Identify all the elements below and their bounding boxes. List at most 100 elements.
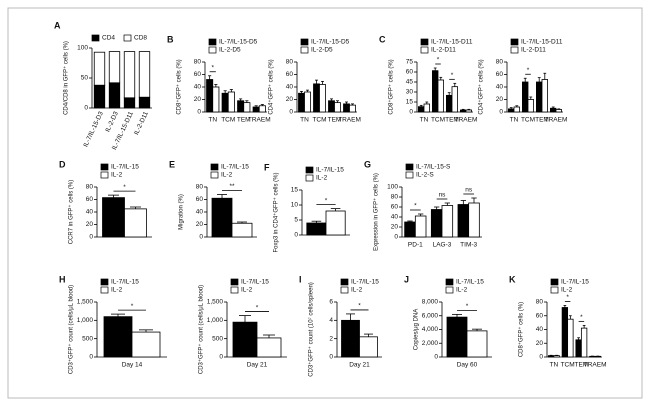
bar	[513, 106, 520, 113]
y-tick-label: 0	[329, 354, 333, 361]
x-tick-label: TRAEM	[338, 117, 361, 124]
y-tick-label: 6,000	[422, 312, 439, 319]
y-tick-label: 15	[406, 99, 414, 106]
y-tick-label: 20	[196, 221, 204, 228]
y-axis-title: Expression in GFP⁺ cells (%)	[373, 173, 380, 251]
significance-label: *	[566, 294, 569, 301]
legend-swatch	[420, 46, 429, 54]
bar	[446, 316, 468, 358]
legend-swatch	[550, 278, 559, 286]
y-tick-label: 30	[406, 89, 414, 96]
legend-label: IL-2	[241, 287, 253, 294]
y-tick-label: 60	[196, 196, 204, 203]
y-tick-label: 0	[539, 354, 543, 361]
x-tick-label: Day 14	[122, 362, 143, 369]
y-tick-label: 60	[194, 71, 202, 78]
y-tick-label: 8,000	[422, 299, 439, 306]
legend-swatch	[208, 38, 217, 46]
bar	[102, 197, 125, 238]
legend-label: IL-2	[456, 287, 468, 294]
y-axis-title: CD8⁺GFP⁺ cells (%)	[176, 59, 183, 114]
significance-label: *	[256, 304, 259, 311]
y-axis-title: CD3⁺GFP⁺ count (10⁷ cells/spleen)	[308, 282, 315, 377]
legend-label: IL-7/IL-15	[316, 167, 344, 174]
bar-segment	[93, 84, 106, 109]
y-tick-label: 4,000	[422, 326, 439, 333]
y-axis-title: CCR7 in GFP⁺ cells (%)	[68, 180, 75, 245]
significance-label: ns	[439, 192, 447, 199]
bar	[221, 92, 229, 113]
y-tick-label: 75	[406, 59, 414, 66]
y-tick-label: 60	[496, 71, 504, 78]
x-tick-label: TN	[420, 117, 429, 124]
legend-swatch	[420, 38, 429, 46]
x-tick-label: TIM-3	[460, 242, 477, 249]
legend-label: IL-7/IL-15-D11	[521, 39, 563, 46]
bar	[341, 319, 360, 358]
y-tick-label: 0	[199, 234, 203, 241]
legend-label: IL-2-D11	[521, 47, 546, 54]
bar	[451, 86, 458, 113]
bar	[243, 102, 251, 113]
legend-swatch	[510, 46, 519, 54]
legend-label: IL-2	[221, 172, 233, 179]
y-tick-label: 100	[387, 184, 398, 191]
y-tick-label: 60	[391, 204, 399, 211]
bar	[575, 339, 582, 358]
legend-label: IL-2-D5	[219, 47, 241, 54]
y-tick-label: 80	[496, 59, 504, 66]
y-tick-label: 80	[536, 299, 544, 306]
legend-swatch	[550, 286, 559, 294]
bar	[212, 86, 220, 113]
legend-swatch	[405, 163, 414, 171]
panel-label: D	[59, 159, 66, 169]
legend-swatch	[123, 34, 132, 42]
legend-label: IL-2	[316, 175, 328, 182]
y-axis-title: CD3⁺GFP⁺ count (cells/μL blood)	[68, 285, 75, 374]
significance-label: *	[211, 64, 214, 71]
panel-label: B	[167, 34, 174, 44]
legend-swatch	[340, 278, 349, 286]
bar-segment	[108, 51, 121, 84]
y-tick-label: 100	[77, 45, 88, 52]
bar	[359, 336, 378, 358]
y-tick-label: 80	[86, 184, 94, 191]
bar	[541, 79, 548, 113]
legend-swatch	[100, 278, 109, 286]
x-tick-label: TCM	[561, 362, 575, 369]
x-tick-label: Day 21	[247, 362, 268, 369]
bar	[319, 84, 326, 113]
y-tick-label: 0	[289, 109, 293, 116]
bar	[124, 208, 147, 238]
legend-swatch	[100, 163, 109, 171]
significance-label: *	[414, 203, 417, 210]
y-tick-label: 20	[86, 221, 94, 228]
bar-segment	[108, 82, 121, 109]
bar	[313, 83, 320, 113]
bar	[298, 92, 305, 113]
y-tick-label: 50	[81, 75, 89, 82]
bar-segment	[123, 97, 136, 109]
bar	[423, 103, 430, 113]
legend-swatch	[210, 163, 219, 171]
bar	[437, 79, 444, 113]
legend-swatch	[100, 286, 109, 294]
y-tick-label: 80	[286, 59, 294, 66]
y-tick-label: 40	[194, 84, 202, 91]
bar	[547, 355, 555, 358]
y-axis-title: CD3⁺GFP⁺ count (cells/μL blood)	[198, 285, 205, 374]
legend-swatch	[300, 46, 309, 54]
y-tick-label: 20	[536, 340, 544, 347]
x-tick-label: TN	[208, 117, 217, 124]
legend-label: IL-2	[111, 287, 123, 294]
bar	[522, 81, 529, 113]
significance-label: *	[580, 314, 583, 321]
bar	[227, 91, 235, 113]
panel-label: G	[364, 159, 371, 169]
x-tick-label: TN	[300, 117, 309, 124]
y-axis-title: CD4⁺GFP⁺ cells (%)	[478, 59, 485, 114]
bar	[527, 99, 534, 113]
legend-label: IL-7/IL-15-S	[416, 164, 451, 171]
bar-segment	[138, 51, 151, 98]
